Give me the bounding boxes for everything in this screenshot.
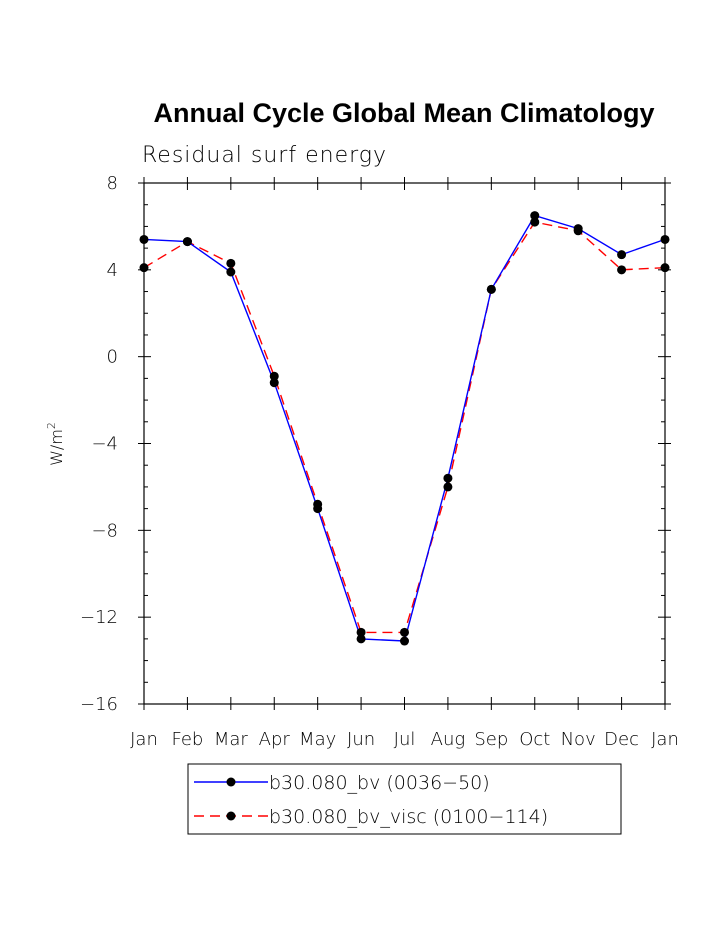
series-2-point: [443, 482, 453, 492]
chart-title: Annual Cycle Global Mean Climatology: [153, 98, 654, 128]
series-1-point: [226, 267, 236, 277]
x-tick-label: Jan: [651, 729, 679, 750]
y-tick-label: −12: [80, 607, 118, 628]
y-axis-label-superscript: 2: [45, 422, 58, 429]
x-tick-label: Aug: [431, 729, 466, 750]
legend: b30.080_bv (0036−50) b30.080_bv_visc (01…: [187, 763, 622, 835]
y-tick-label: −4: [91, 434, 118, 455]
x-tick-label: Feb: [171, 729, 203, 750]
series-2-point: [269, 371, 279, 381]
x-tick-label: May: [299, 729, 336, 750]
series-2-point: [226, 258, 236, 268]
series-2-point: [573, 226, 583, 236]
plot-frame: [143, 182, 666, 705]
series-2-point: [617, 265, 627, 275]
series-1-point: [269, 378, 279, 388]
legend-label-series-2: b30.080_bv_visc (0100−114): [269, 806, 548, 828]
series-2-point: [486, 284, 496, 294]
y-tick-label: 0: [107, 347, 118, 368]
series-2-point: [530, 217, 540, 227]
x-tick-label: Mar: [214, 729, 249, 750]
series-2-point: [313, 499, 323, 509]
series-line-1: [143, 214, 666, 642]
series-1-point: [530, 211, 540, 221]
chart-subtitle: Residual surf energy: [142, 143, 387, 168]
y-tick-label: −16: [80, 694, 118, 715]
series-1-point: [660, 234, 670, 244]
ticks-group: 8 4 0 −4 −8 −12 −16 Jan Feb Mar Apr May Jun Jul Aug Sep…: [80, 173, 679, 750]
legend-marker-series-1: [226, 777, 236, 787]
y-tick-label: −8: [91, 520, 118, 541]
x-tick-label: Apr: [259, 729, 291, 750]
series-line-2: [143, 221, 666, 634]
plot-frame-group: [143, 182, 666, 705]
series-2-point: [660, 263, 670, 273]
legend-marker-series-2: [226, 811, 236, 821]
y-axis-label-text: W/m: [47, 429, 66, 466]
series-1-point: [139, 234, 149, 244]
legend-box: [187, 763, 622, 835]
series-2-point: [356, 627, 366, 637]
series-1-point: [443, 473, 453, 483]
x-tick-label: Jul: [394, 729, 416, 750]
x-tick-label: Jan: [130, 729, 158, 750]
series-group: [139, 211, 670, 646]
series-1-point: [617, 250, 627, 260]
x-tick-label: Dec: [604, 729, 639, 750]
series-1-point: [400, 636, 409, 646]
legend-label-series-1: b30.080_bv (0036−50): [269, 772, 490, 794]
svg-text:W/m2: W/m2: [45, 422, 66, 466]
series-2-point: [400, 627, 409, 637]
x-tick-label: Jun: [347, 729, 375, 750]
series-1-point: [356, 634, 366, 644]
x-tick-label: Oct: [519, 729, 550, 750]
series-2-point: [139, 263, 149, 273]
series-2-point: [182, 237, 192, 247]
y-axis-label: W/m2: [45, 422, 66, 466]
y-tick-label: 8: [107, 173, 118, 194]
x-tick-label: Sep: [474, 729, 508, 750]
x-tick-label: Nov: [561, 729, 596, 750]
y-tick-label: 4: [107, 260, 118, 281]
